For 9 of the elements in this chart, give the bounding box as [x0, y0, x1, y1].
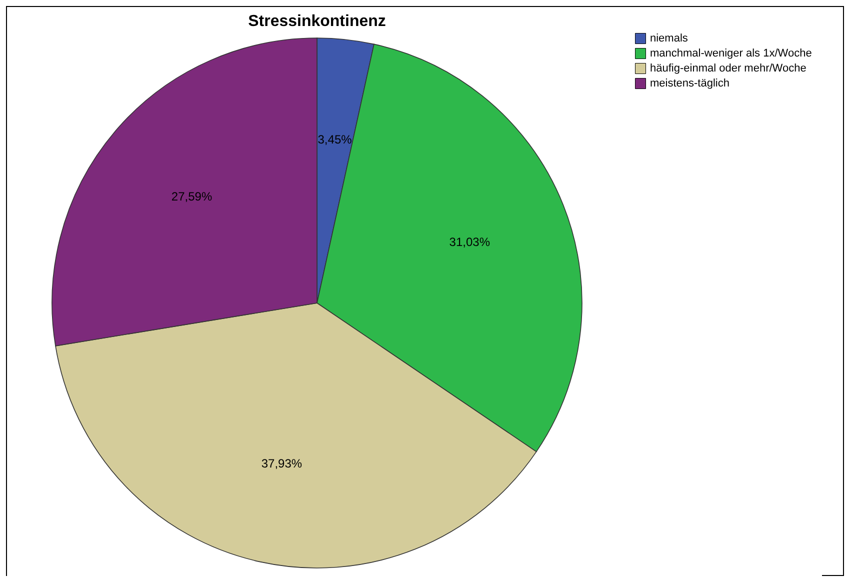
legend-label: meistens-täglich [650, 78, 730, 90]
chart-title: Stressinkontinenz [248, 13, 386, 30]
legend-label: manchmal-weniger als 1x/Woche [650, 48, 812, 60]
legend-label: häufig-einmal oder mehr/Woche [650, 62, 806, 74]
data-label: 37,93% [261, 456, 302, 470]
data-label: 3,45% [318, 132, 352, 147]
data-label: 27,59% [171, 190, 212, 204]
legend-label: niemals [650, 32, 688, 44]
data-label: 31,03% [449, 235, 490, 250]
